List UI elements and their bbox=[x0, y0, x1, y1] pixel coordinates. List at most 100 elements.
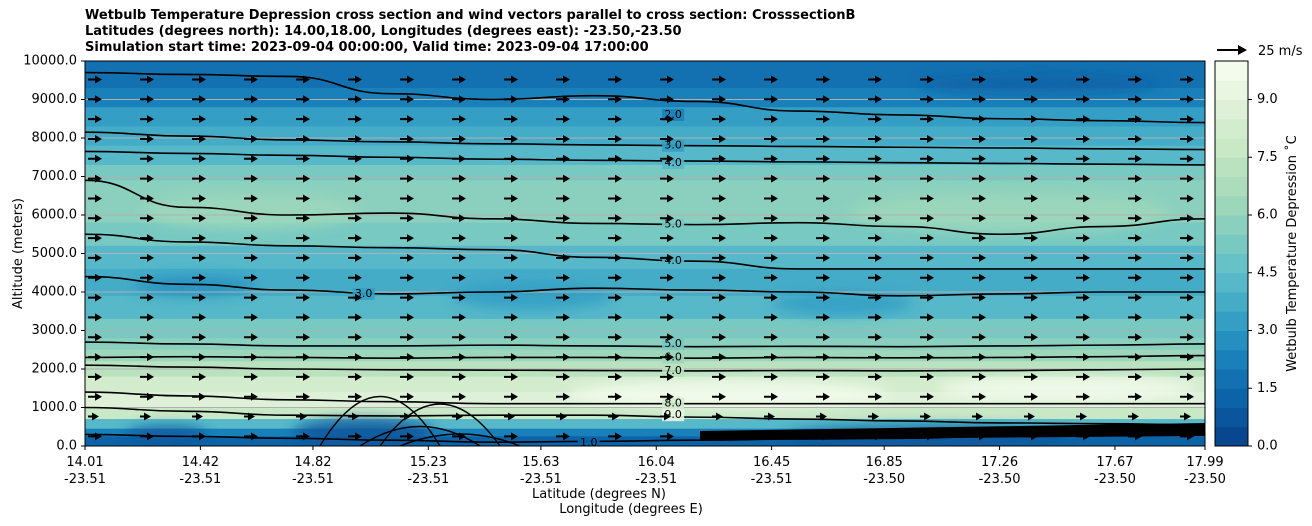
wind-arrow bbox=[192, 234, 206, 243]
wind-arrow bbox=[296, 253, 310, 262]
wind-arrow bbox=[88, 333, 102, 342]
wind-arrow bbox=[504, 174, 518, 183]
wind-arrow bbox=[660, 392, 674, 401]
wind-arrow bbox=[764, 253, 778, 262]
x-tick-label-lat: 14.42 bbox=[182, 455, 219, 470]
wind-arrow bbox=[88, 293, 102, 302]
wind-arrow bbox=[400, 154, 414, 163]
wind-arrow bbox=[1076, 333, 1090, 342]
wind-arrow bbox=[348, 392, 362, 401]
wind-arrow bbox=[868, 333, 882, 342]
wind-arrow bbox=[556, 194, 570, 203]
wind-arrow bbox=[868, 412, 879, 421]
wind-arrow bbox=[1076, 95, 1090, 104]
colorbar-segment bbox=[1215, 292, 1248, 312]
wind-arrow bbox=[140, 174, 154, 183]
wind-arrow bbox=[972, 412, 983, 421]
y-tick-label: 9000.0 bbox=[32, 92, 78, 107]
wind-arrow bbox=[660, 115, 674, 124]
wind-arrow bbox=[660, 194, 674, 203]
wind-arrow bbox=[88, 234, 102, 243]
wind-arrow bbox=[244, 353, 258, 362]
wind-arrow bbox=[1128, 115, 1142, 124]
x-tick-label-lat: 15.63 bbox=[522, 455, 559, 470]
wind-arrow bbox=[868, 313, 882, 322]
wind-arrow bbox=[296, 154, 310, 163]
wind-arrow bbox=[296, 273, 310, 282]
wind-arrow bbox=[920, 333, 934, 342]
wind-arrow bbox=[1180, 333, 1194, 342]
field-band bbox=[85, 419, 1205, 430]
colorbar-tick-label: 6.0 bbox=[1257, 208, 1278, 223]
wind-arrow bbox=[192, 293, 206, 302]
wind-arrow bbox=[816, 293, 830, 302]
wind-arrow bbox=[400, 115, 414, 124]
wind-arrow bbox=[816, 412, 827, 421]
wind-arrow bbox=[504, 432, 518, 441]
wind-arrow bbox=[88, 273, 102, 282]
wind-arrow bbox=[296, 174, 310, 183]
wind-arrow bbox=[140, 392, 154, 401]
colorbar-tick-label: 1.5 bbox=[1257, 381, 1278, 396]
wind-arrow bbox=[244, 372, 258, 381]
wind-arrow bbox=[868, 253, 882, 262]
wind-arrow bbox=[1128, 333, 1142, 342]
wind-arrow bbox=[88, 75, 102, 84]
wind-arrow bbox=[400, 412, 411, 421]
wind-arrow bbox=[452, 253, 466, 262]
wind-arrow bbox=[140, 432, 154, 441]
wind-arrow bbox=[972, 174, 986, 183]
wind-arrow bbox=[764, 134, 778, 143]
wind-arrow bbox=[400, 273, 414, 282]
wind-arrow bbox=[192, 134, 206, 143]
quiver-key-label: 25 m/s bbox=[1258, 44, 1303, 59]
wind-arrow bbox=[1076, 293, 1090, 302]
y-tick-label: 6000.0 bbox=[32, 208, 78, 223]
colorbar-segment bbox=[1215, 369, 1248, 389]
plot-area: 2.03.04.05.04.03.05.06.07.08.09.01.0 bbox=[85, 61, 1205, 446]
wind-arrow bbox=[1076, 353, 1090, 362]
wind-arrow bbox=[1128, 75, 1142, 84]
wind-arrow bbox=[400, 392, 414, 401]
wind-arrow bbox=[920, 353, 934, 362]
colorbar-tick-label: 0.0 bbox=[1257, 439, 1278, 454]
wind-arrow bbox=[660, 134, 674, 143]
wind-arrow bbox=[868, 95, 882, 104]
wind-arrow bbox=[920, 412, 931, 421]
wind-arrow bbox=[816, 432, 830, 441]
title-line-1: Wetbulb Temperature Depression cross sec… bbox=[85, 8, 856, 23]
wind-arrow bbox=[920, 214, 934, 223]
wind-arrow bbox=[764, 174, 778, 183]
wind-arrow bbox=[608, 372, 622, 381]
wind-arrow bbox=[764, 234, 778, 243]
wind-arrow bbox=[140, 353, 154, 362]
wind-arrow bbox=[400, 313, 414, 322]
wind-arrow bbox=[192, 392, 206, 401]
y-tick-label: 5000.0 bbox=[32, 246, 78, 261]
wind-arrow bbox=[608, 154, 622, 163]
wind-arrow bbox=[608, 214, 622, 223]
wind-arrow bbox=[816, 154, 830, 163]
contour-line bbox=[85, 406, 1205, 426]
wind-arrow bbox=[452, 194, 466, 203]
wind-arrow bbox=[972, 214, 986, 223]
wind-arrow bbox=[1128, 273, 1142, 282]
wind-arrow bbox=[1024, 273, 1038, 282]
wind-arrow bbox=[1076, 412, 1087, 421]
wind-arrow bbox=[660, 214, 674, 223]
wind-arrow bbox=[1076, 432, 1090, 441]
colorbar-segment bbox=[1215, 272, 1248, 293]
x-tick-label-lon: -23.50 bbox=[1184, 472, 1226, 487]
wind-arrow bbox=[868, 174, 882, 183]
wind-arrow bbox=[1128, 293, 1142, 302]
wind-arrow bbox=[556, 313, 570, 322]
wind-arrow bbox=[920, 194, 934, 203]
wind-arrow bbox=[868, 194, 882, 203]
wind-arrow bbox=[920, 95, 934, 104]
wind-arrow bbox=[452, 134, 466, 143]
wind-arrow bbox=[452, 372, 466, 381]
y-tick-label: 2000.0 bbox=[32, 362, 78, 377]
wind-arrow bbox=[556, 214, 570, 223]
wind-arrow bbox=[608, 353, 622, 362]
x-tick-label-lon: -23.51 bbox=[751, 472, 793, 487]
